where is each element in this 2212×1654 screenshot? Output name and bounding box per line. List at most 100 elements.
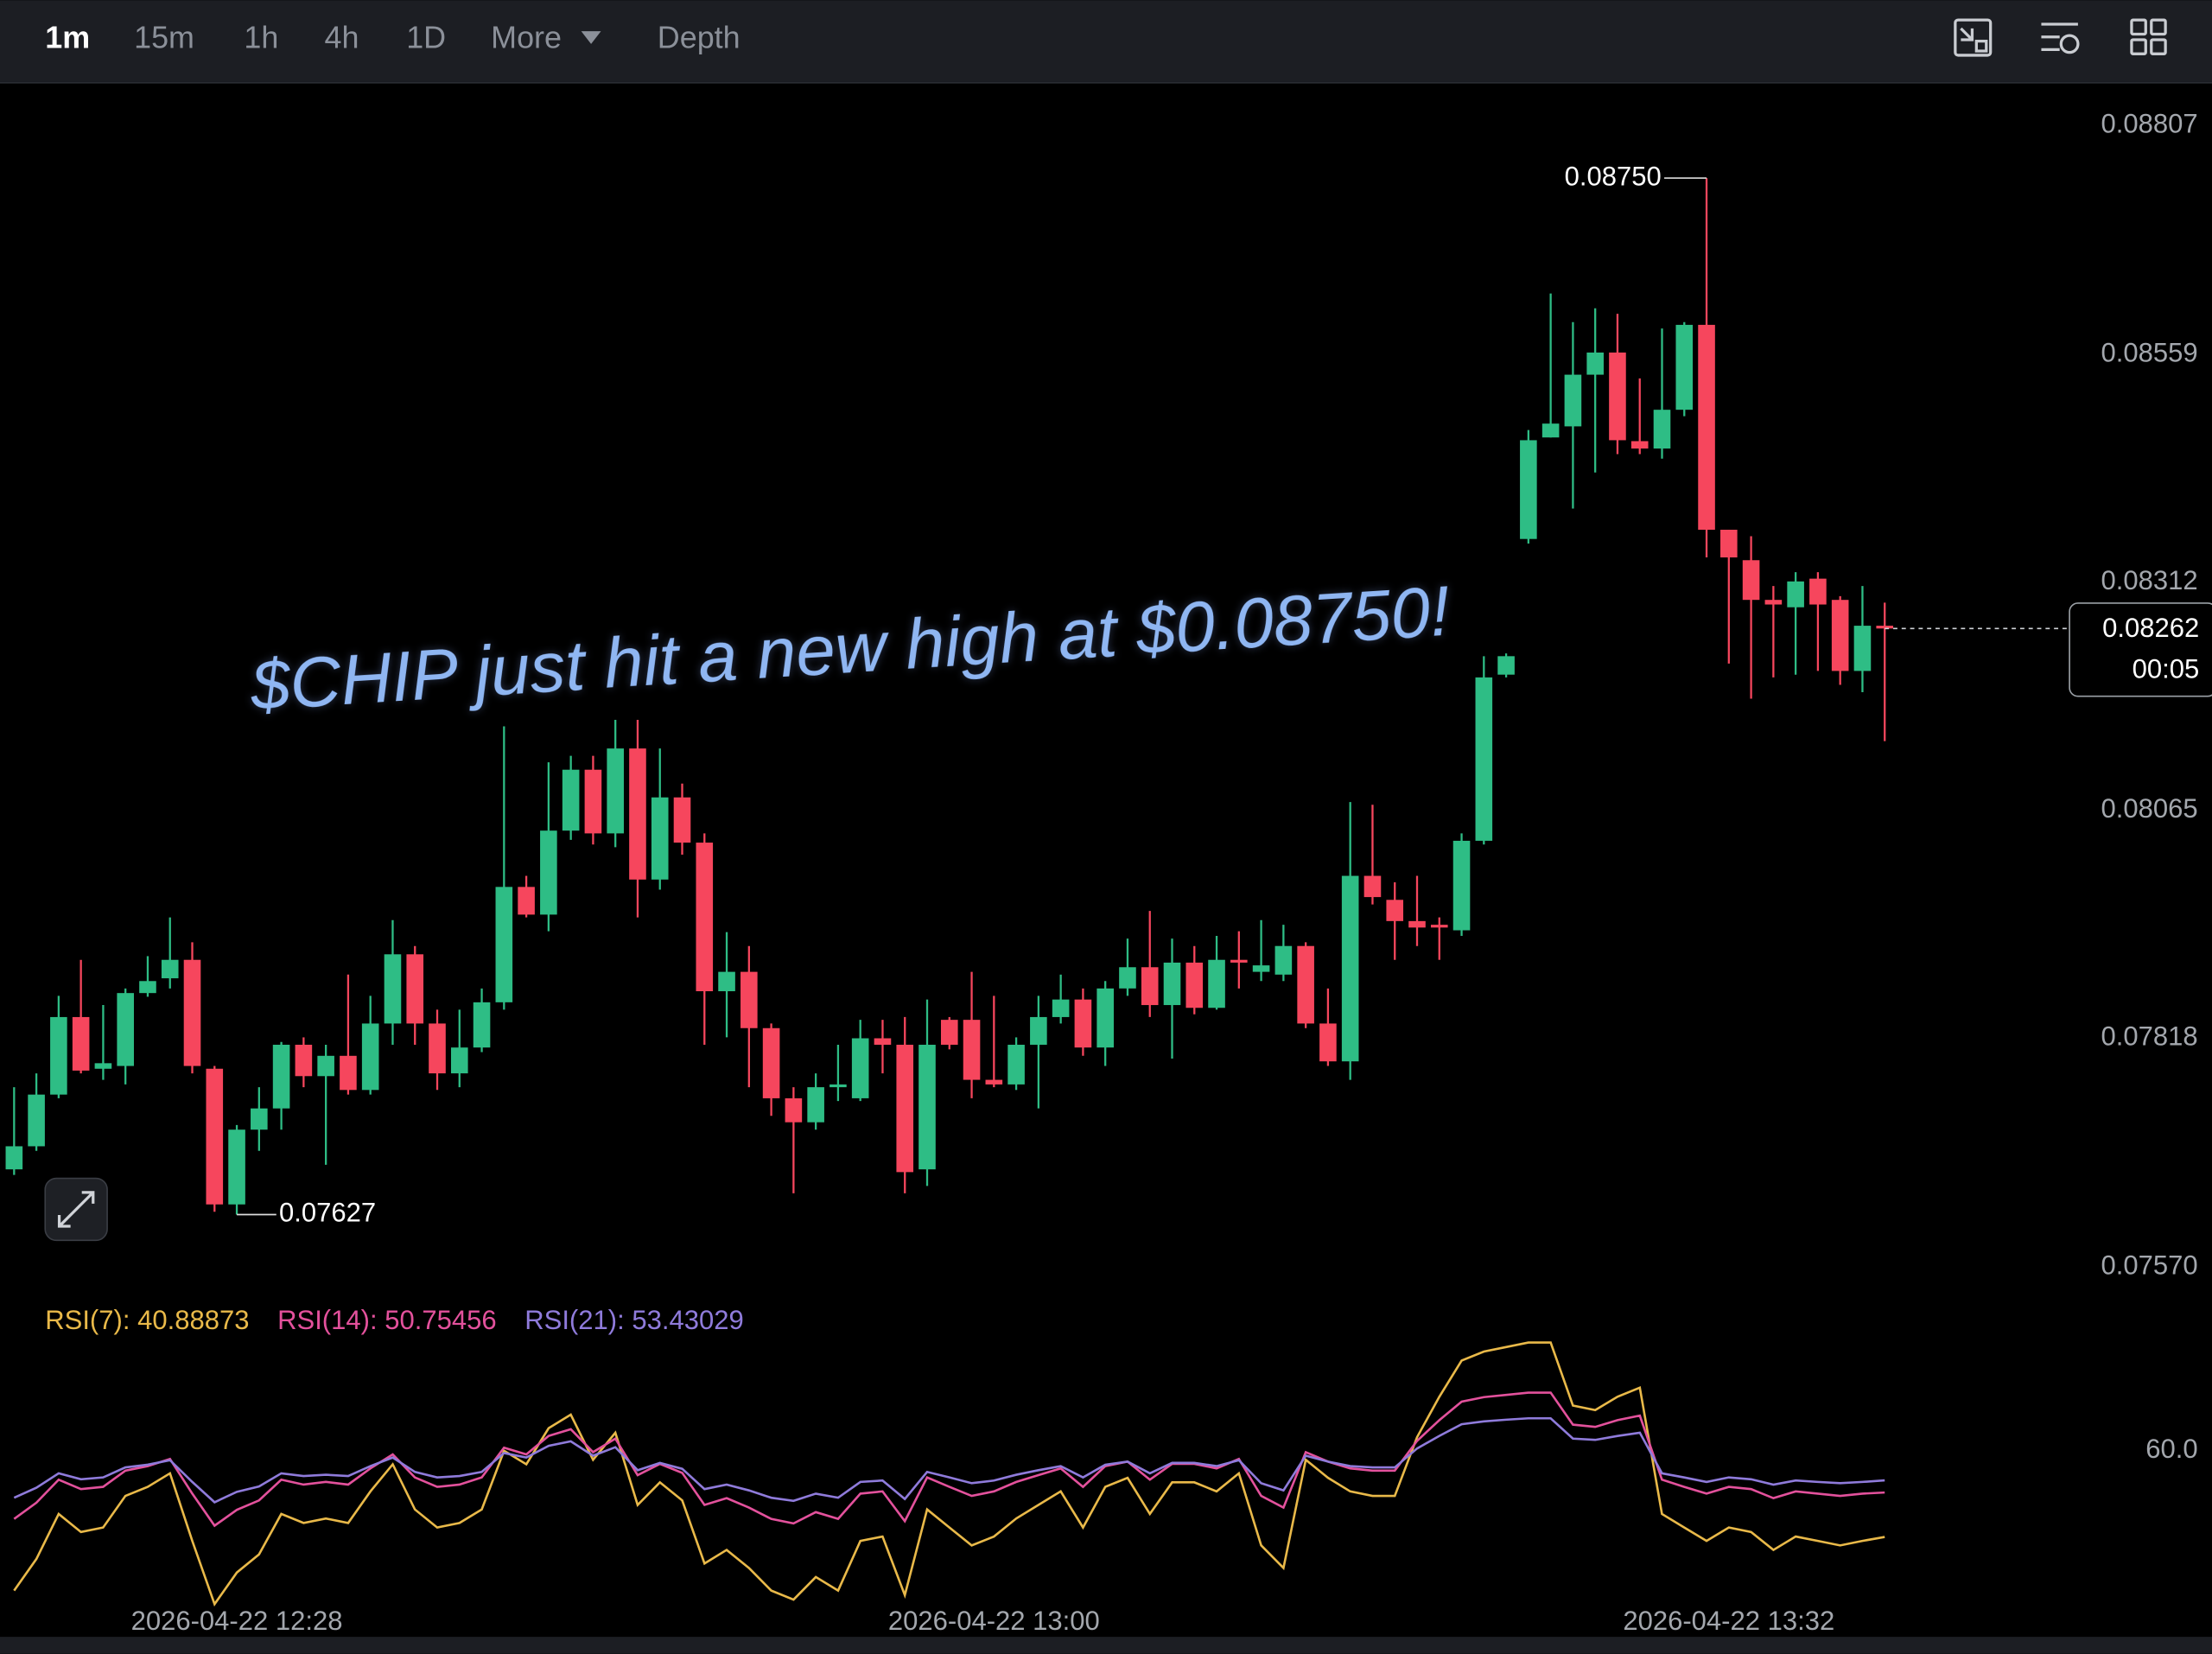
bottom-strip <box>0 1637 2212 1654</box>
candle-body <box>1319 1023 1337 1062</box>
candle-body <box>874 1038 892 1045</box>
interval-button[interactable]: 1m <box>45 19 90 54</box>
more-button[interactable]: More <box>491 19 562 54</box>
candle-body <box>384 954 402 1024</box>
candle-body <box>963 1020 981 1080</box>
candle-body <box>1675 324 1694 410</box>
x-tick-label: 2026-04-22 12:28 <box>131 1606 343 1636</box>
x-tick-label: 2026-04-22 13:32 <box>1623 1606 1834 1636</box>
rsi-line <box>13 1391 1885 1528</box>
x-axis: 2026-04-22 12:28 2026-04-22 13:00 2026-04-… <box>131 1606 1835 1636</box>
toolbar-items: More Depth 1m 15m 1h 4h 1D <box>45 19 740 54</box>
rsi-legend: RSI(7): 40.88873 RSI(14): 50.75456 RSI(21)… <box>45 1305 743 1335</box>
interval-button[interactable]: 1D <box>406 19 446 54</box>
candle-body <box>1007 1044 1025 1085</box>
candle-body <box>1096 988 1114 1048</box>
toolbar <box>0 0 2212 82</box>
candle-body <box>1119 967 1136 989</box>
y-tick-label: 60.0 <box>2145 1434 2197 1464</box>
candle-body <box>161 959 179 979</box>
candle-body <box>117 993 134 1066</box>
expand-icon <box>57 1191 95 1228</box>
y-tick-label: 0.08312 <box>2101 565 2198 595</box>
candle-body <box>762 1027 780 1098</box>
candle-body <box>28 1094 45 1147</box>
candle-body <box>1475 677 1493 841</box>
toolbar-icons <box>1954 18 2167 57</box>
low-label: 0.07627 <box>279 1198 376 1228</box>
candle-body <box>985 1079 1003 1085</box>
interval-button[interactable]: 1h <box>244 19 278 54</box>
interval-button[interactable]: 4h <box>325 19 359 54</box>
candle-body <box>1297 945 1314 1024</box>
depth-button[interactable]: Depth <box>658 19 741 54</box>
candle-body <box>1609 352 1626 441</box>
candle-body <box>1520 440 1537 539</box>
candle-body <box>1074 999 1092 1048</box>
candle-body <box>896 1044 914 1173</box>
candle-body <box>50 1016 67 1095</box>
y-tick-label: 0.07570 <box>2101 1250 2198 1281</box>
candle-body <box>1787 581 1804 608</box>
more-caret <box>581 31 601 44</box>
candle-body <box>651 797 669 880</box>
candle-body <box>1274 945 1293 975</box>
candle-body <box>1408 920 1426 928</box>
candle-body <box>1541 423 1560 438</box>
legend-entry: RSI(21): 53.43029 <box>524 1305 743 1335</box>
candle-body <box>1185 962 1204 1008</box>
candle-body <box>1163 962 1181 1006</box>
candle-body <box>584 769 602 834</box>
candle-body <box>918 1044 936 1170</box>
candle-body <box>785 1097 803 1123</box>
settings-icon[interactable] <box>2041 22 2080 54</box>
candle-body <box>1876 626 1894 629</box>
candle-body <box>940 1020 958 1045</box>
candle-body <box>1252 965 1270 972</box>
candle-body <box>361 1023 379 1091</box>
candle-body <box>807 1087 824 1123</box>
candle-body <box>1430 925 1448 928</box>
candle-body <box>629 748 646 880</box>
candle-body <box>1764 600 1783 605</box>
candle-body <box>429 1023 446 1074</box>
candle-body <box>5 1146 23 1170</box>
candle-body <box>1653 410 1671 449</box>
layout-icon[interactable] <box>2130 18 2167 55</box>
candle-body <box>317 1055 334 1077</box>
indicator-icon[interactable] <box>1954 18 1993 57</box>
candle-body <box>272 1044 290 1109</box>
candle-body <box>696 843 714 992</box>
candle-body <box>718 971 735 992</box>
candle-body <box>1831 600 1849 671</box>
candle-body <box>1809 578 1827 605</box>
candle-body <box>340 1055 357 1091</box>
candle-body <box>741 971 758 1028</box>
candle-body <box>1452 840 1471 931</box>
candle-body <box>183 959 201 1066</box>
candle-body <box>1030 1016 1047 1045</box>
candle-body <box>1698 324 1715 531</box>
candle-body <box>1208 959 1225 1008</box>
last-price-box <box>2069 602 2212 697</box>
y-tick-label: 0.07818 <box>2101 1021 2198 1052</box>
candle-body <box>1742 560 1760 601</box>
candle-body <box>607 748 624 834</box>
candle-body <box>72 1016 90 1071</box>
high-label: 0.08750 <box>1565 161 1662 191</box>
expand-button[interactable] <box>44 1177 108 1242</box>
rsi-plot: 60.0 <box>13 1341 2198 1607</box>
candle-body <box>562 769 580 831</box>
candle-body <box>518 887 535 915</box>
candle-body <box>1230 959 1248 963</box>
candle-body <box>1586 352 1604 375</box>
candle-body <box>1853 626 1872 671</box>
legend-entry: RSI(14): 50.75456 <box>277 1305 496 1335</box>
candle-body <box>206 1068 224 1205</box>
interval-button[interactable]: 15m <box>134 19 194 54</box>
x-tick-label: 2026-04-22 13:00 <box>888 1606 1100 1636</box>
candle-body <box>1630 441 1649 449</box>
candle-body <box>251 1108 268 1130</box>
candle-body <box>830 1084 847 1088</box>
